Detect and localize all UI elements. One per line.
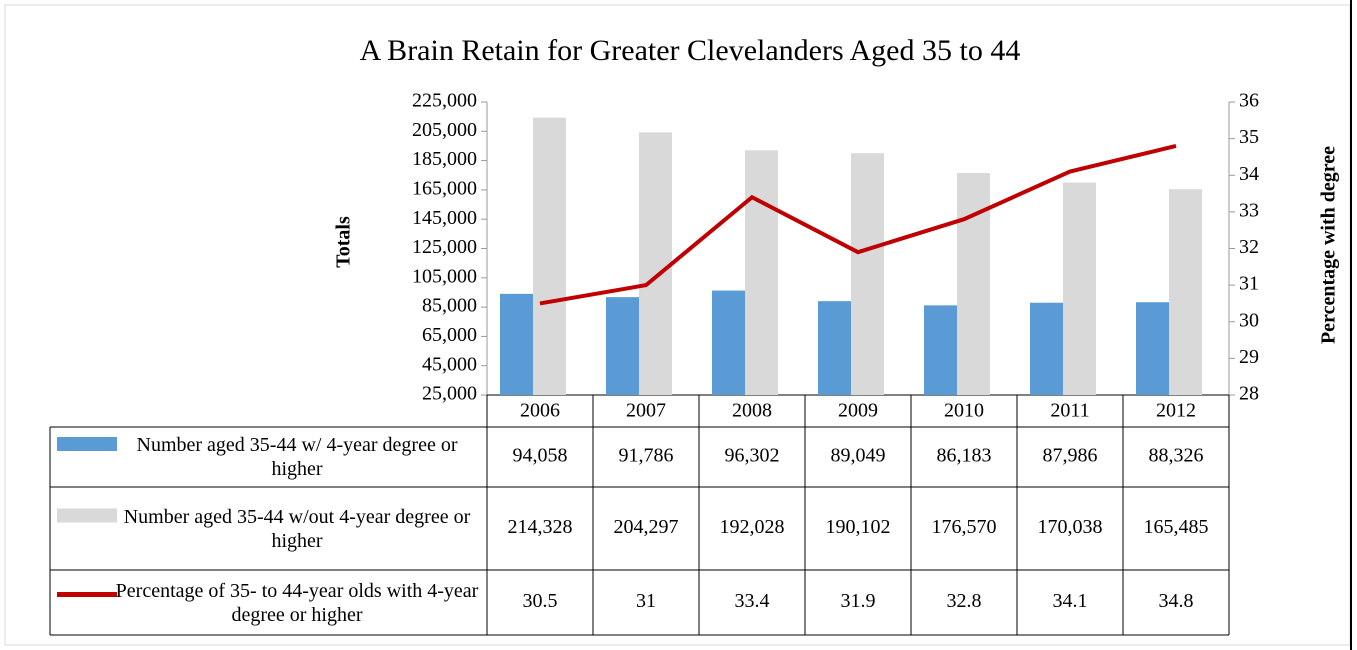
table-value: 86,183 — [937, 445, 992, 467]
table-value: 88,326 — [1149, 445, 1204, 467]
table-value: 165,485 — [1144, 516, 1209, 538]
x-tick-label: 2011 — [1050, 400, 1089, 422]
y2-tick-label: 32 — [1239, 236, 1259, 258]
table-value: 214,328 — [508, 516, 573, 538]
y2-axis-label: Percentage with degree — [1318, 146, 1340, 344]
y-tick-label: 85,000 — [422, 295, 477, 317]
bar — [745, 150, 778, 395]
bar — [957, 172, 990, 395]
bar — [712, 290, 745, 395]
line — [539, 144, 1177, 306]
table-value: 94,058 — [513, 445, 568, 467]
x-tick-label: 2007 — [626, 400, 666, 422]
x-tick-label: 2009 — [838, 400, 878, 422]
y2-tick-label: 29 — [1239, 346, 1259, 368]
table-value: 33.4 — [735, 590, 770, 612]
chart-title: A Brain Retain for Greater Clevelanders … — [360, 34, 1021, 67]
bar — [1063, 182, 1096, 395]
bar — [1169, 189, 1202, 395]
table-value: 96,302 — [725, 445, 780, 467]
y2-tick-label: 28 — [1239, 383, 1259, 405]
table-value: 192,028 — [720, 516, 785, 538]
y-tick-label: 45,000 — [422, 353, 477, 375]
y-tick-label: 65,000 — [422, 324, 477, 346]
bar — [639, 132, 672, 395]
y-tick-label: 225,000 — [412, 90, 477, 112]
x-tick-label: 2012 — [1156, 400, 1196, 422]
legend-label: Number aged 35-44 w/ 4-year degree or hi… — [136, 434, 458, 480]
y-tick-label: 165,000 — [412, 177, 477, 199]
table-value: 176,570 — [932, 516, 997, 538]
y2-tick-label: 31 — [1239, 273, 1259, 295]
table-value: 204,297 — [614, 516, 679, 538]
bar — [1136, 302, 1169, 395]
legend-key — [57, 508, 117, 523]
table-value: 31 — [636, 590, 656, 612]
table-value: 31.9 — [841, 590, 876, 612]
table-value: 190,102 — [826, 516, 891, 538]
table-value: 34.8 — [1159, 590, 1194, 612]
legend-key — [57, 437, 117, 451]
y2-tick-label: 34 — [1239, 163, 1259, 185]
bar — [818, 301, 851, 395]
bar — [606, 297, 639, 395]
legend-label: Number aged 35-44 w/out 4-year degree or… — [123, 505, 471, 552]
y2-tick-label: 30 — [1239, 309, 1259, 331]
bar — [851, 153, 884, 395]
table-value: 91,786 — [619, 445, 674, 467]
y-tick-label: 125,000 — [412, 236, 477, 258]
y2-tick-label: 36 — [1239, 90, 1259, 112]
legend-label: Percentage of 35- to 44-year olds with 4… — [115, 579, 479, 626]
table-value: 32.8 — [947, 590, 982, 612]
y-tick-label: 205,000 — [412, 119, 477, 141]
y-tick-label: 145,000 — [412, 207, 477, 229]
table-value: 170,038 — [1038, 516, 1103, 538]
bar — [924, 305, 957, 395]
table-value: 87,986 — [1043, 445, 1098, 467]
bar — [500, 293, 533, 395]
y-tick-label: 25,000 — [422, 383, 477, 405]
x-tick-label: 2006 — [520, 400, 560, 422]
x-tick-label: 2008 — [732, 400, 772, 422]
y-tick-label: 185,000 — [412, 148, 477, 170]
table-value: 30.5 — [523, 590, 558, 612]
bar — [533, 117, 566, 395]
table-value: 34.1 — [1053, 590, 1088, 612]
y2-tick-label: 35 — [1239, 126, 1259, 148]
x-tick-label: 2010 — [944, 400, 984, 422]
y2-tick-label: 33 — [1239, 199, 1259, 221]
table-value: 89,049 — [831, 445, 886, 467]
y-axis-label: Totals — [333, 216, 355, 268]
y-tick-label: 105,000 — [412, 265, 477, 287]
bar — [1030, 302, 1063, 395]
